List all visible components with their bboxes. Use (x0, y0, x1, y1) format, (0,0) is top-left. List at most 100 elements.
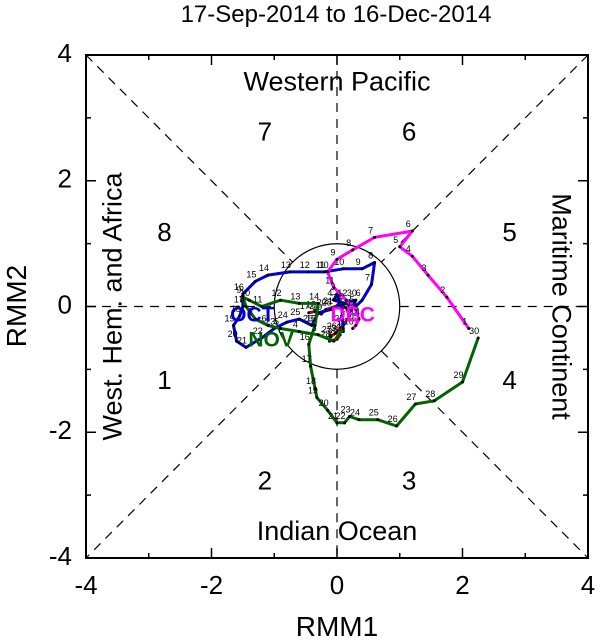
y-tick-label: -4 (49, 541, 72, 571)
data-point (340, 308, 344, 312)
phase-label: 2 (258, 465, 272, 495)
data-point (316, 301, 320, 305)
day-label: 7 (368, 225, 373, 235)
phase-label: 3 (402, 465, 416, 495)
day-label: 20 (319, 398, 329, 408)
data-point (395, 424, 399, 428)
day-label: 1 (462, 317, 467, 327)
day-label: 1 (337, 320, 342, 330)
series-oct: 1234567891011121314151617181920212223242… (224, 250, 377, 349)
day-label: 28 (320, 329, 330, 339)
data-point (322, 270, 326, 274)
phase-label: 4 (502, 365, 516, 395)
day-label: 26 (388, 414, 398, 424)
data-point (241, 295, 245, 299)
day-label: 15 (347, 313, 357, 323)
guide-line (85, 54, 294, 263)
day-label: 4 (406, 244, 411, 254)
day-label: 17 (300, 301, 310, 311)
data-point (307, 270, 311, 274)
data-point (348, 314, 352, 318)
day-label: 16 (234, 282, 244, 292)
day-label: 3 (421, 263, 426, 273)
data-point (360, 298, 364, 302)
day-label: 27 (309, 301, 319, 311)
phase-label: 5 (502, 217, 516, 247)
data-point (316, 333, 320, 337)
data-point (310, 323, 314, 327)
data-point (231, 323, 235, 327)
day-label: 30 (469, 326, 479, 336)
day-label: 15 (306, 313, 316, 323)
data-point (235, 339, 239, 343)
day-label: 20 (228, 329, 238, 339)
data-point (426, 273, 430, 277)
day-label: 14 (259, 263, 269, 273)
day-label: 12 (337, 288, 347, 298)
day-label: 7 (365, 272, 370, 282)
guide-line (380, 350, 589, 559)
region-label: West. Hem. and Africa (97, 171, 127, 440)
data-point (461, 380, 464, 384)
data-point (341, 301, 345, 305)
data-point (354, 308, 358, 312)
data-point (241, 292, 245, 296)
data-point (357, 418, 361, 422)
data-point (398, 245, 402, 249)
data-point (357, 317, 361, 321)
day-label: 29 (453, 370, 463, 380)
day-label: 9 (330, 247, 335, 257)
day-label: 18 (306, 376, 316, 386)
data-point (297, 301, 301, 305)
data-point (297, 330, 301, 334)
day-label: 30 (331, 323, 341, 333)
data-point (343, 421, 347, 425)
data-point (285, 320, 289, 324)
day-label: 5 (393, 235, 398, 245)
data-point (410, 229, 414, 233)
series-line (326, 229, 471, 330)
day-label: 26 (303, 313, 313, 323)
day-label: 27 (322, 325, 332, 335)
region-label: Western Pacific (243, 66, 430, 96)
day-label: 7 (249, 307, 254, 317)
day-label: 17 (302, 354, 312, 364)
day-label: 16 (300, 332, 310, 342)
day-label: 2 (336, 298, 341, 308)
day-label: 14 (309, 291, 319, 301)
x-tick-label: 4 (581, 570, 595, 600)
guide-line (380, 54, 589, 263)
series-layer: 1718192021222324252627282930123456789101… (224, 219, 480, 428)
phase-label: 8 (157, 217, 171, 247)
month-label: OCT (230, 303, 275, 326)
day-label: 27 (406, 392, 416, 402)
phase-label: 7 (258, 116, 272, 146)
day-label: 21 (323, 296, 333, 306)
day-label: 24 (278, 310, 288, 320)
day-label: 15 (246, 269, 256, 279)
x-tick-label: -2 (200, 570, 223, 600)
day-label: 31 (341, 301, 351, 311)
day-label: 28 (425, 389, 435, 399)
data-point (288, 270, 292, 274)
data-point (332, 298, 336, 302)
data-point (354, 298, 358, 302)
data-point (241, 305, 245, 308)
data-point (307, 311, 311, 315)
data-point (348, 415, 352, 419)
data-point (410, 254, 414, 258)
series-line (241, 295, 480, 428)
data-point (360, 267, 364, 271)
y-tick-label: 0 (58, 289, 72, 319)
data-point (244, 305, 248, 308)
day-label: 8 (368, 250, 373, 260)
data-point (351, 327, 355, 331)
day-label: 23 (341, 405, 351, 415)
day-label: 13 (347, 298, 357, 308)
day-label: 10 (240, 288, 250, 298)
day-label: 11 (253, 295, 262, 305)
day-label: 14 (350, 307, 360, 317)
data-point (260, 336, 264, 340)
